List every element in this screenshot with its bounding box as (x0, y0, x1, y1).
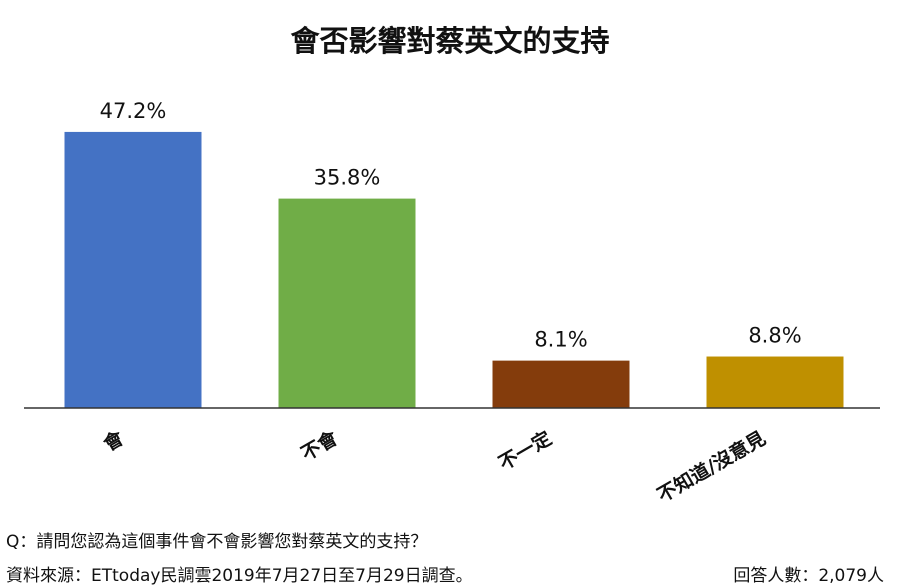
category-label-1: 會 (100, 426, 129, 456)
bar-3 (492, 360, 630, 408)
category-label-3: 不一定 (495, 426, 556, 474)
category-label-4: 不知道/沒意見 (653, 426, 769, 506)
data-label-3: 8.1% (534, 328, 587, 352)
category-label-2: 不會 (297, 426, 342, 465)
bar-1 (64, 131, 202, 408)
bar-4 (706, 356, 844, 408)
respondent-count: 回答人數：2,079人 (733, 566, 884, 586)
data-label-1: 47.2% (100, 99, 167, 123)
data-label-2: 35.8% (314, 166, 381, 190)
data-source: 資料來源：ETtoday民調雲2019年7月27日至7月29日調查。 (6, 566, 473, 586)
data-label-4: 8.8% (748, 324, 801, 348)
chart-title: 會否影響對蔡英文的支持 (290, 24, 610, 58)
bar-chart: 47.2% 會 35.8% 不會 8.1% 不一定 8.8% 不知道/沒意見 (24, 99, 880, 507)
survey-question: Q：請問您認為這個事件會不會影響您對蔡英文的支持？ (6, 532, 428, 552)
bar-2 (278, 198, 416, 408)
